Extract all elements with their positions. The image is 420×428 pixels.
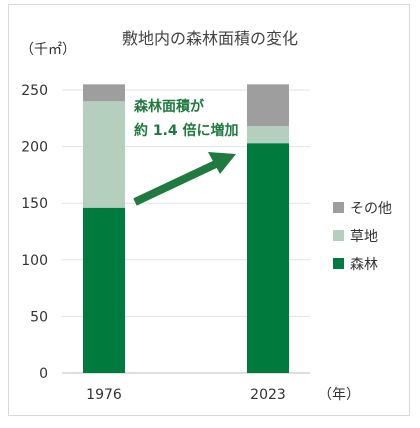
x-axis-categories: 1976 2023 bbox=[86, 387, 286, 403]
increase-arrow-icon bbox=[133, 152, 236, 206]
legend-swatch bbox=[333, 202, 344, 213]
y-axis-ticks: 0 50 100 150 200 250 bbox=[21, 83, 48, 382]
y-tick-label: 250 bbox=[21, 83, 48, 99]
bars bbox=[83, 84, 289, 373]
bar-segment-1976-草地 bbox=[83, 101, 125, 208]
y-tick-label: 200 bbox=[21, 140, 48, 156]
x-category-label: 1976 bbox=[86, 387, 122, 403]
chart-title: 敷地内の森林面積の変化 bbox=[122, 29, 298, 48]
y-tick-label: 0 bbox=[39, 366, 48, 382]
legend-label: その他 bbox=[350, 201, 392, 217]
legend-label: 草地 bbox=[350, 229, 378, 245]
annotation-line2: 約 1.4 倍に増加 bbox=[134, 122, 239, 139]
x-category-label: 2023 bbox=[250, 387, 286, 403]
legend-swatch bbox=[333, 258, 344, 269]
bar-segment-2023-森林 bbox=[247, 143, 289, 373]
y-tick-label: 100 bbox=[21, 253, 48, 269]
annotation-line1: 森林面積が bbox=[134, 98, 205, 115]
y-tick-label: 150 bbox=[21, 196, 48, 212]
x-axis-unit: （年） bbox=[318, 387, 360, 403]
legend-label: 森林 bbox=[350, 257, 378, 273]
bar-segment-1976-森林 bbox=[83, 207, 125, 373]
bar-segment-2023-その他 bbox=[247, 84, 289, 127]
annotation: 森林面積が 約 1.4 倍に増加 bbox=[133, 98, 239, 206]
bar-segment-2023-草地 bbox=[247, 126, 289, 144]
legend-swatch bbox=[333, 230, 344, 241]
bar-segment-1976-その他 bbox=[83, 84, 125, 102]
y-axis-unit: （千㎡） bbox=[20, 42, 76, 58]
y-tick-label: 50 bbox=[30, 309, 48, 325]
